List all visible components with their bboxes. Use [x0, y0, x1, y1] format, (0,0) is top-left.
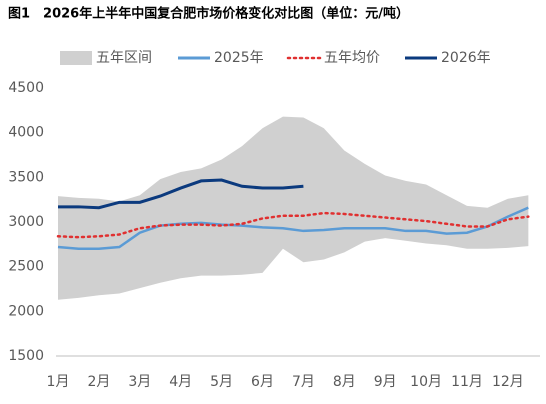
- y-tick-label: 3500: [8, 169, 44, 185]
- x-tick-label: 12月: [492, 374, 524, 390]
- y-tick-label: 2000: [8, 303, 44, 319]
- x-tick-label: 10月: [410, 374, 442, 390]
- x-tick-label: 9月: [374, 374, 397, 390]
- x-tick-label: 4月: [169, 374, 192, 390]
- line: [56, 211, 530, 239]
- chart-title: 图1 2026年上半年中国复合肥市场价格变化对比图（单位：元/吨）: [8, 6, 409, 22]
- y-tick-label: 4500: [8, 80, 44, 96]
- x-tick-label: 6月: [251, 374, 274, 390]
- x-tick-label: 5月: [210, 374, 233, 390]
- line: [57, 206, 529, 251]
- line: [58, 178, 304, 210]
- x-tick-label: 3月: [128, 374, 151, 390]
- x-tick-label: 2月: [87, 374, 110, 390]
- x-tick-label: 1月: [47, 374, 70, 390]
- y-tick-label: 2500: [8, 259, 44, 275]
- legend-label: 五年区间: [96, 50, 152, 66]
- legend-label: 五年均价: [324, 50, 380, 66]
- y-tick-label: 1500: [8, 348, 44, 364]
- legend-swatch: [60, 51, 92, 65]
- x-tick-label: 7月: [292, 374, 315, 390]
- y-tick-label: 3000: [8, 214, 44, 230]
- legend-label: 2026年: [441, 50, 491, 66]
- x-tick-label: 8月: [333, 374, 356, 390]
- range-area: [58, 116, 529, 300]
- y-tick-label: 4000: [8, 125, 44, 141]
- legend-label: 2025年: [214, 50, 264, 66]
- x-tick-label: 11月: [451, 374, 483, 390]
